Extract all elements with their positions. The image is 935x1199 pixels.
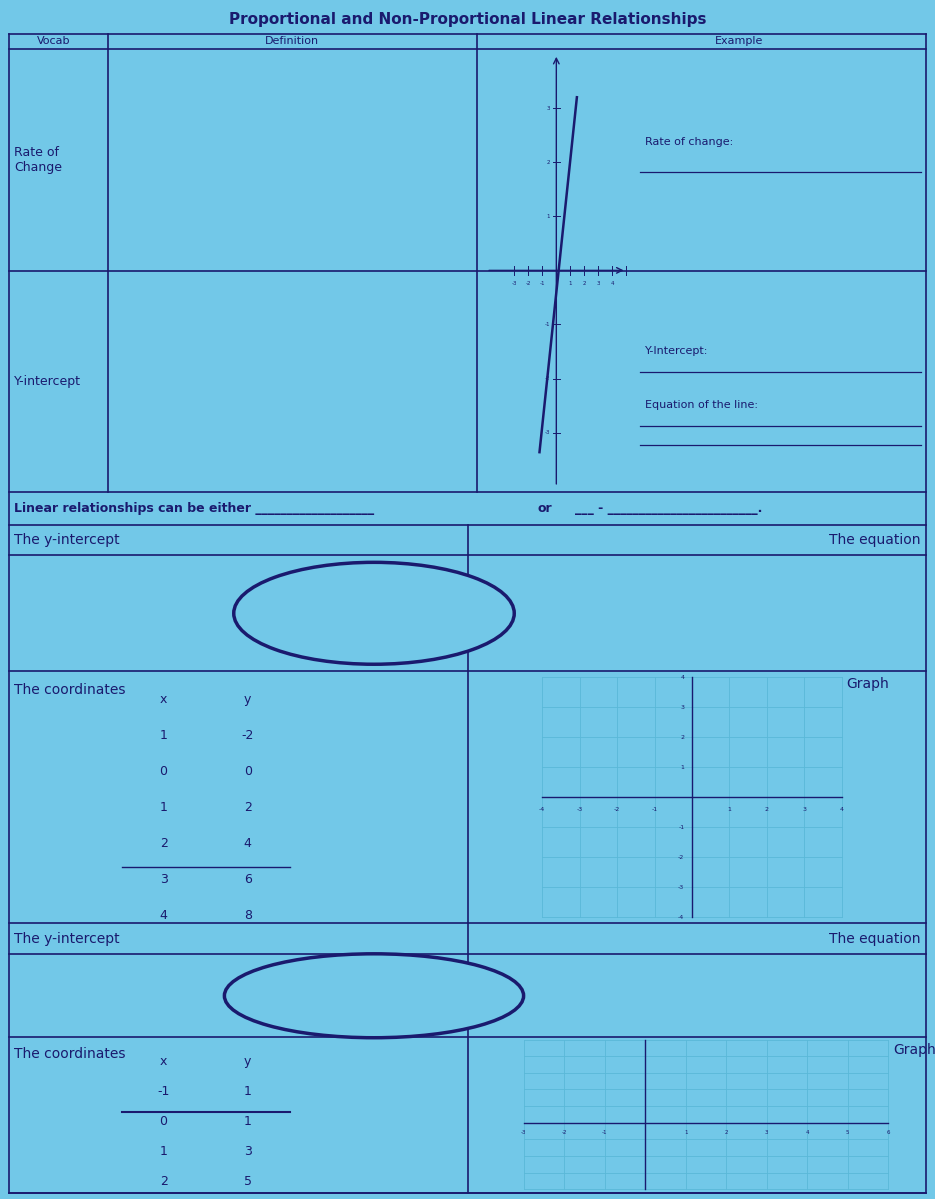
Text: 1: 1	[160, 729, 167, 742]
Text: 0: 0	[160, 1115, 167, 1128]
Text: The equation: The equation	[829, 534, 921, 547]
Text: Vocab: Vocab	[37, 36, 70, 47]
Text: y: y	[244, 693, 252, 706]
Text: -3: -3	[511, 282, 517, 287]
Text: -2: -2	[561, 1129, 567, 1135]
Text: The y-intercept: The y-intercept	[14, 534, 120, 547]
Text: -2: -2	[525, 282, 531, 287]
Text: -1: -1	[544, 323, 550, 327]
Text: -3: -3	[521, 1129, 526, 1135]
Text: -2: -2	[678, 855, 684, 860]
Text: 3: 3	[802, 807, 806, 812]
Text: 1: 1	[244, 1085, 252, 1098]
Text: 1: 1	[727, 807, 731, 812]
Text: The equation: The equation	[829, 932, 921, 946]
Text: -3: -3	[577, 807, 583, 812]
Text: -4: -4	[678, 915, 684, 920]
Text: 2: 2	[546, 159, 550, 164]
Text: Y-intercept: Y-intercept	[14, 375, 81, 387]
Text: Example: Example	[714, 36, 763, 47]
Text: 8: 8	[244, 909, 252, 922]
Text: Y-Intercept:: Y-Intercept:	[645, 347, 709, 356]
Text: y: y	[244, 1055, 252, 1068]
Text: -1: -1	[602, 1129, 608, 1135]
Text: Proportional: Proportional	[315, 604, 433, 622]
Text: Non-proportional: Non-proportional	[300, 988, 448, 1004]
Text: 1: 1	[683, 1129, 687, 1135]
Text: 3: 3	[597, 282, 600, 287]
Text: 6: 6	[244, 873, 252, 886]
Text: 1: 1	[160, 1145, 167, 1158]
Text: x: x	[160, 693, 167, 706]
Text: The y-intercept: The y-intercept	[14, 932, 120, 946]
Text: The coordinates: The coordinates	[14, 683, 125, 698]
Text: Equation of the line:: Equation of the line:	[645, 400, 758, 410]
Text: 2: 2	[681, 735, 684, 740]
Text: 4: 4	[611, 282, 614, 287]
Text: 1: 1	[681, 765, 684, 770]
Text: 6: 6	[886, 1129, 890, 1135]
Text: -2: -2	[241, 729, 254, 742]
Text: Proportional and Non-Proportional Linear Relationships: Proportional and Non-Proportional Linear…	[229, 12, 706, 26]
Text: x: x	[160, 1055, 167, 1068]
Text: 3: 3	[546, 106, 550, 110]
Text: 3: 3	[244, 1145, 252, 1158]
Text: 3: 3	[681, 705, 684, 710]
Ellipse shape	[234, 562, 514, 664]
Text: -1: -1	[678, 825, 684, 830]
Text: Rate of change:: Rate of change:	[645, 137, 733, 147]
Text: 4: 4	[244, 837, 252, 850]
Text: 4: 4	[805, 1129, 809, 1135]
Text: The coordinates: The coordinates	[14, 1047, 125, 1061]
Text: 5: 5	[244, 1175, 252, 1188]
Text: -4: -4	[539, 807, 545, 812]
Text: 5: 5	[846, 1129, 850, 1135]
Text: 4: 4	[840, 807, 843, 812]
Text: 2: 2	[244, 801, 252, 814]
Text: -1: -1	[157, 1085, 170, 1098]
Text: -3: -3	[678, 885, 684, 890]
Text: Definition: Definition	[266, 36, 319, 47]
Text: 1: 1	[568, 282, 572, 287]
Text: Rate of
Change: Rate of Change	[14, 146, 62, 174]
Text: -3: -3	[544, 430, 550, 435]
Text: 2: 2	[583, 282, 586, 287]
Text: or: or	[538, 502, 553, 514]
Text: 4: 4	[160, 909, 167, 922]
Text: ___ - ________________________.: ___ - ________________________.	[575, 502, 762, 514]
Text: Linear relationships can be either ___________________: Linear relationships can be either _____…	[14, 502, 374, 514]
Text: 1: 1	[546, 213, 550, 218]
Text: Graph: Graph	[893, 1043, 935, 1058]
Text: 3: 3	[765, 1129, 769, 1135]
Text: Graph: Graph	[846, 677, 889, 692]
Text: -2: -2	[614, 807, 620, 812]
Text: -1: -1	[539, 282, 545, 287]
Text: 1: 1	[244, 1115, 252, 1128]
Ellipse shape	[224, 954, 524, 1038]
Text: 0: 0	[160, 765, 167, 778]
Text: 3: 3	[160, 873, 167, 886]
Text: 2: 2	[725, 1129, 728, 1135]
Text: 4: 4	[681, 675, 684, 680]
Text: 2: 2	[765, 807, 769, 812]
Text: 2: 2	[160, 1175, 167, 1188]
Text: -1: -1	[652, 807, 657, 812]
Text: 2: 2	[160, 837, 167, 850]
Text: 0: 0	[244, 765, 252, 778]
Text: -2: -2	[544, 376, 550, 381]
Text: 1: 1	[160, 801, 167, 814]
